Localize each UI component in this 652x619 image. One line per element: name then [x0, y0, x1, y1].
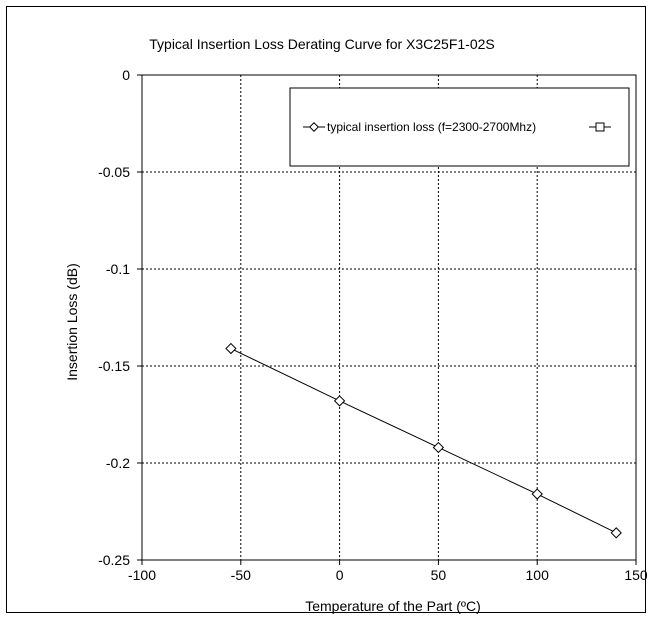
x-tick-label-2: 0	[336, 567, 344, 583]
y-tick-labels: 0 -0.05 -0.1 -0.15 -0.2 -0.25	[98, 67, 142, 568]
series-0-point-1	[333, 395, 346, 407]
series-0-point-0	[225, 342, 237, 355]
legend-series-0-label: typical insertion loss (f=2300-2700Mhz)	[327, 120, 536, 134]
x-tick-label-3: 50	[431, 567, 447, 583]
legend-series-0-marker-diamond	[309, 122, 319, 132]
y-tick-label-2: -0.1	[106, 261, 130, 277]
chart-title: Typical Insertion Loss Derating Curve fo…	[149, 36, 495, 52]
x-axis-label: Temperature of the Part (ºC)	[305, 598, 481, 614]
chart-frame: Typical Insertion Loss Derating Curve fo…	[6, 6, 647, 614]
legend: typical insertion loss (f=2300-2700Mhz)	[289, 87, 630, 167]
series-0-point-3	[531, 488, 543, 500]
legend-box	[289, 87, 630, 167]
y-tick-label-0: 0	[122, 67, 130, 83]
y-tick-label-4: -0.2	[106, 455, 130, 471]
y-tick-label-5: -0.25	[98, 552, 130, 568]
insertion-loss-chart: Typical Insertion Loss Derating Curve fo…	[64, 36, 647, 614]
x-tick-label-0: -100	[128, 567, 156, 583]
series-layer	[225, 342, 622, 539]
x-tick-label-1: -50	[231, 567, 251, 583]
y-tick-label-3: -0.15	[98, 358, 130, 374]
y-axis-label: Insertion Loss (dB)	[64, 263, 80, 381]
legend-series-1-marker-square	[595, 122, 605, 132]
series-0-point-2	[432, 441, 445, 454]
series-0-line	[230, 348, 617, 534]
plot-area	[141, 74, 637, 561]
x-tick-label-4: 100	[526, 567, 550, 583]
series-0-point-4	[610, 527, 622, 539]
y-tick-label-1: -0.05	[98, 164, 130, 180]
x-tick-label-5: 150	[624, 567, 647, 583]
x-tick-labels: -100 -50 0 50 100 150	[128, 560, 647, 583]
